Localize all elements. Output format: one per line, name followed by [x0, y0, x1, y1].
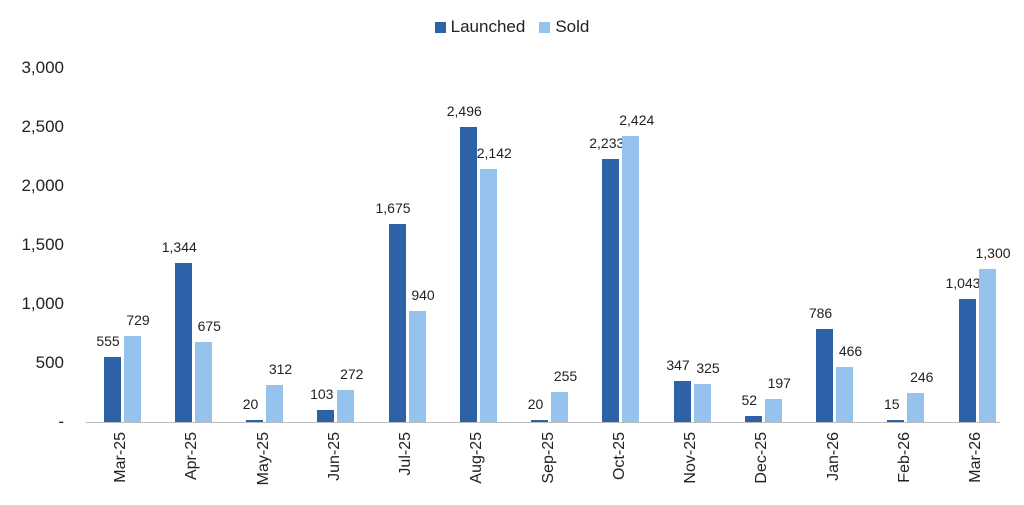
x-tick-label: May-25	[254, 432, 272, 486]
x-axis-line	[86, 422, 1000, 423]
bar-sold	[622, 135, 640, 422]
value-label-sold: 246	[910, 368, 934, 385]
bar-launched	[246, 419, 263, 422]
value-label-launched: 347	[666, 357, 690, 374]
bar-sold	[907, 392, 925, 422]
value-label-sold: 729	[126, 311, 150, 328]
x-tick-label: Nov-25	[682, 432, 699, 484]
value-label-launched: 2,233	[589, 134, 625, 151]
value-label-sold: 940	[411, 287, 435, 304]
legend-label-launched: Launched	[450, 17, 526, 36]
value-label-launched: 2,496	[446, 103, 482, 120]
x-tick-label: Aug-25	[468, 432, 486, 484]
value-label-sold: 675	[197, 318, 221, 335]
bar-launched	[459, 127, 477, 422]
legend-label-sold: Sold	[555, 17, 590, 36]
y-tick-label: 500	[35, 353, 64, 372]
bar-launched	[958, 298, 976, 422]
x-tick-label: Mar-26	[967, 432, 984, 483]
x-tick-label: Jan-26	[824, 432, 842, 481]
value-label-sold: 272	[340, 365, 364, 382]
x-tick-label: Dec-25	[753, 432, 771, 484]
value-label-sold: 197	[767, 374, 791, 391]
value-label-launched: 15	[883, 396, 900, 412]
bar-launched	[174, 263, 192, 422]
bar-sold	[194, 342, 212, 422]
value-label-launched: 103	[310, 385, 334, 402]
x-tick-label: Jun-25	[325, 432, 343, 481]
bar-sold	[408, 311, 426, 422]
bar-sold	[337, 389, 355, 422]
value-label-launched: 786	[808, 305, 833, 322]
bar-launched	[602, 158, 620, 422]
bar-launched	[744, 415, 762, 422]
bar-sold	[551, 391, 568, 422]
y-tick-label: 1,500	[21, 235, 64, 254]
value-label-launched: 20	[527, 395, 544, 412]
value-label-sold: 325	[696, 359, 720, 376]
x-tick-label: Sep-25	[539, 432, 557, 484]
value-label-sold: 466	[838, 343, 863, 359]
y-tick-label: 2,500	[21, 117, 64, 136]
value-label-sold: 2,142	[476, 145, 512, 162]
value-label-sold: 255	[553, 367, 578, 384]
y-tick-label: -	[58, 412, 64, 431]
x-tick-label: Mar-25	[112, 432, 129, 483]
y-tick-label: 1,000	[21, 294, 64, 313]
legend-swatch-launched	[434, 21, 446, 33]
value-label-sold: 1,300	[975, 244, 1011, 261]
bar-launched	[531, 419, 548, 422]
value-label-launched: 555	[96, 332, 120, 349]
value-label-launched: 1,043	[945, 274, 981, 291]
bar-sold	[479, 169, 497, 422]
bar-launched	[388, 224, 406, 422]
x-tick-label: Feb-26	[895, 432, 913, 483]
legend-item-sold: Sold	[539, 17, 589, 37]
x-tick-label: Apr-25	[183, 432, 201, 481]
y-tick-label: 3,000	[21, 58, 64, 77]
bar-sold	[836, 367, 853, 422]
bar-sold	[764, 398, 782, 422]
bar-launched	[673, 381, 691, 422]
bar-sold	[693, 383, 711, 422]
chart-legend: Launched Sold	[0, 17, 1024, 37]
bar-sold	[266, 385, 283, 422]
legend-item-launched: Launched	[434, 17, 526, 37]
value-label-launched: 1,344	[161, 239, 197, 256]
legend-swatch-sold	[539, 21, 551, 33]
bar-launched	[887, 420, 905, 422]
value-label-launched: 1,675	[375, 200, 411, 217]
x-tick-label: Oct-25	[610, 432, 628, 481]
bar-launched	[816, 329, 833, 422]
value-label-launched: 20	[242, 395, 259, 412]
bar-sold	[978, 268, 996, 422]
value-label-sold: 312	[268, 361, 293, 378]
x-tick-label: Jul-25	[397, 432, 414, 476]
value-label-sold: 2,424	[619, 111, 655, 128]
bar-launched	[103, 356, 121, 422]
bar-sold	[123, 335, 141, 422]
y-tick-label: 2,000	[21, 176, 64, 195]
value-label-launched: 52	[741, 391, 758, 408]
bar-launched	[317, 409, 335, 422]
